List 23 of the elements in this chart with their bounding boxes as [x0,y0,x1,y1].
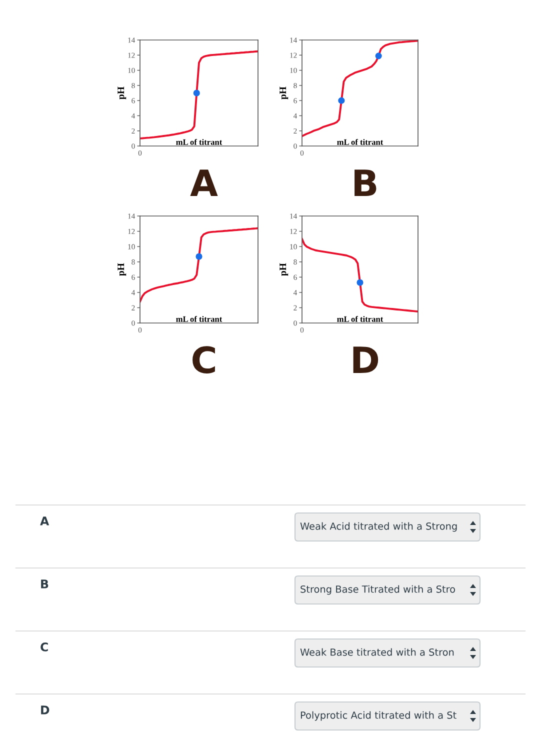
x-axis-title: mL of titrant [176,316,222,322]
text: C [192,346,215,374]
x-axis-title: mL of titrant [176,138,222,145]
text: Polyprotic Acid titrated with a St [300,711,456,721]
y-axis-title: pH [280,86,288,100]
x-axis-title: mL of titrant [337,316,384,322]
text: B [354,170,376,196]
category-label: A [40,516,50,526]
y-axis-title: pH [280,263,288,276]
y-axis-title: pH [118,263,126,276]
category-label: B [41,580,48,588]
line-series [140,50,258,140]
category-label: D [41,706,50,714]
text: Weak Acid titrated with a Strong [300,522,457,532]
line-series [302,238,418,313]
text: Weak Base titrated with a Stron [300,648,454,656]
text: A [190,170,218,196]
line-series [140,227,258,303]
text: D [353,346,378,373]
y-axis-title: pH [118,86,126,100]
text: Strong Base Titrated with a Stro [300,585,455,595]
x-axis-title: mL of titrant [337,138,384,145]
category-label: C [40,642,48,652]
